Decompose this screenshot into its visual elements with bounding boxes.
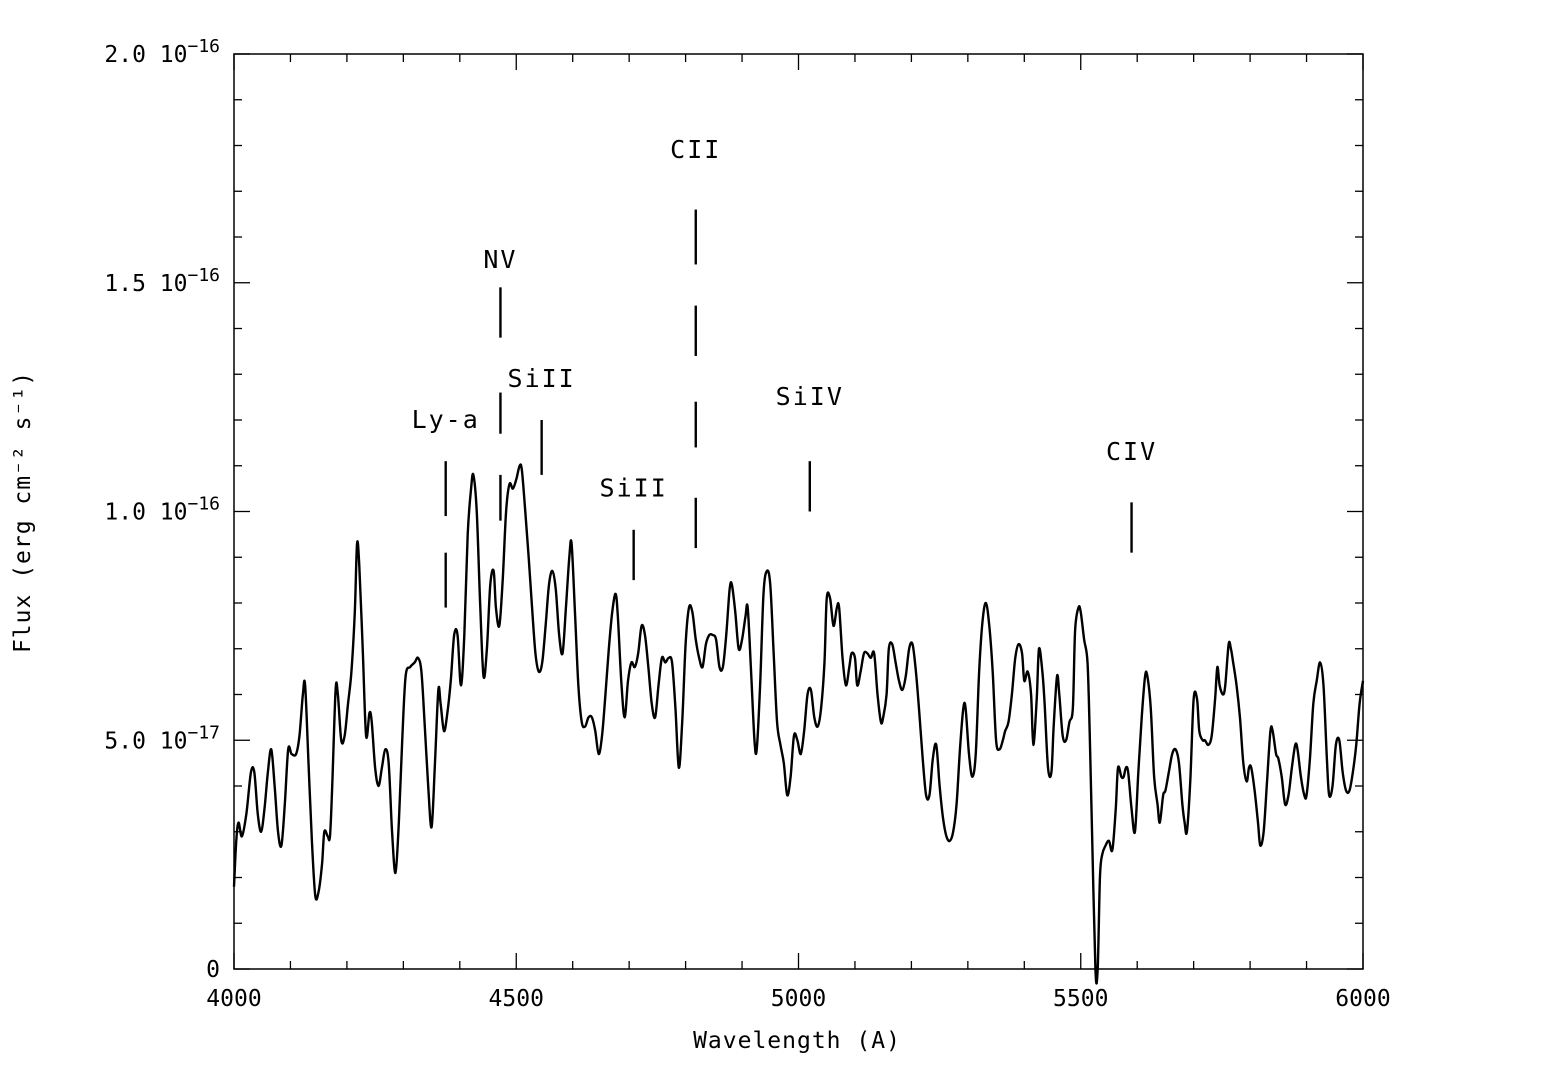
x-tick-label: 5000 bbox=[771, 986, 826, 1012]
y-tick-label: 1.5 10−16 bbox=[104, 265, 220, 297]
spectrum-series-layer bbox=[232, 463, 1365, 985]
line-label: SiII bbox=[600, 474, 668, 503]
line-label: CII bbox=[670, 135, 721, 164]
x-axis-title: Wavelength (A) bbox=[693, 1028, 901, 1054]
y-axis-title: Flux (erg cm⁻² s⁻¹) bbox=[10, 371, 36, 653]
y-tick-label: 1.0 10−16 bbox=[104, 494, 220, 526]
x-tick-label: 4000 bbox=[206, 986, 261, 1012]
x-tick-label: 5500 bbox=[1053, 986, 1108, 1012]
y-axis-title-text: Flux (erg cm⁻² s⁻¹) bbox=[10, 371, 36, 653]
line-label: Ly-a bbox=[412, 405, 480, 434]
line-label: SiII bbox=[508, 364, 576, 393]
spectrum-line bbox=[232, 463, 1365, 985]
y-tick-label: 2.0 10−16 bbox=[104, 36, 220, 68]
line-label: CIV bbox=[1106, 437, 1157, 466]
y-axis-ticks: 0 5.0 10−17 1.0 10−16 1.5 10−16 2.0 10−16 bbox=[104, 36, 1363, 983]
line-annotations: Ly-a NV SiII SiII CII SiIV CIV bbox=[412, 135, 1157, 608]
y-tick-label: 5.0 10−17 bbox=[104, 722, 220, 754]
line-label: SiIV bbox=[776, 382, 844, 411]
plot-frame bbox=[233, 53, 1364, 970]
line-label: NV bbox=[483, 245, 517, 274]
x-tick-label: 6000 bbox=[1335, 986, 1390, 1012]
x-axis-ticks: 4000 4500 5000 5500 6000 bbox=[206, 54, 1391, 1012]
y-tick-label: 0 bbox=[206, 957, 220, 983]
x-tick-label: 4500 bbox=[489, 986, 544, 1012]
